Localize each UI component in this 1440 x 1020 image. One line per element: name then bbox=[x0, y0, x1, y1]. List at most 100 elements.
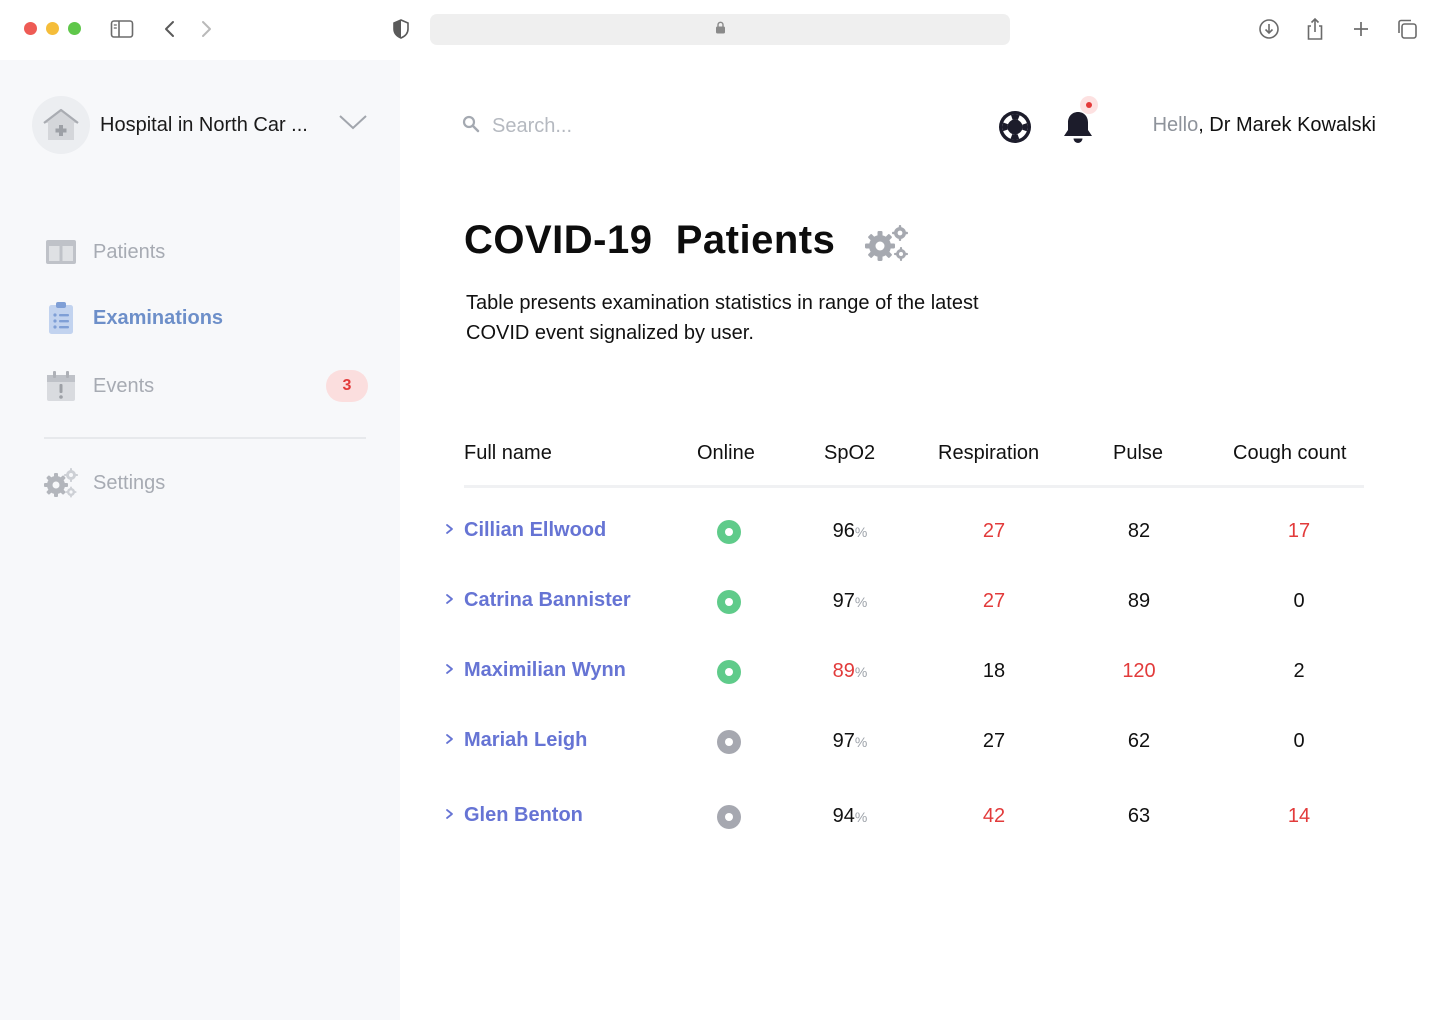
patient-name-link[interactable]: Cillian Ellwood bbox=[464, 519, 607, 541]
patient-name-link[interactable]: Catrina Bannister bbox=[464, 589, 631, 611]
back-icon[interactable] bbox=[157, 16, 183, 42]
column-header-full-name[interactable]: Full name bbox=[464, 442, 552, 464]
user-greeting[interactable]: Hello, Dr Marek Kowalski bbox=[1153, 114, 1376, 137]
percent-unit: % bbox=[854, 809, 868, 825]
new-tab-icon[interactable] bbox=[1348, 16, 1374, 42]
sidebar-divider bbox=[44, 437, 366, 439]
online-status-indicator bbox=[717, 660, 741, 684]
address-bar[interactable] bbox=[430, 14, 1010, 45]
search-bar[interactable] bbox=[462, 112, 762, 140]
sidebar-item-settings[interactable]: Settings bbox=[44, 463, 368, 503]
pulse-value: 62 bbox=[1127, 730, 1151, 752]
user-name: , Dr Marek Kowalski bbox=[1198, 114, 1376, 136]
pulse-value: 82 bbox=[1127, 520, 1151, 542]
respiration-value: 27 bbox=[982, 730, 1006, 752]
patient-name-link[interactable]: Mariah Leigh bbox=[464, 729, 588, 751]
expand-chevron-icon[interactable] bbox=[444, 732, 456, 746]
sidebar: Hospital in North Car ... Patients Exami… bbox=[0, 60, 400, 1020]
percent-unit: % bbox=[854, 734, 868, 750]
pulse-value: 120 bbox=[1122, 660, 1156, 682]
expand-chevron-icon[interactable] bbox=[444, 522, 456, 536]
table-row[interactable]: Mariah Leigh 97% 27 62 0 bbox=[440, 722, 1364, 762]
respiration-value: 42 bbox=[982, 805, 1006, 827]
spo2-value: 89% bbox=[820, 660, 880, 683]
column-header-pulse[interactable]: Pulse bbox=[1113, 442, 1164, 464]
cough-count-value: 2 bbox=[1293, 660, 1305, 682]
notification-dot bbox=[1080, 96, 1098, 114]
cough-count-value: 0 bbox=[1293, 590, 1305, 612]
column-header-cough-count[interactable]: Cough count bbox=[1233, 442, 1347, 464]
download-icon[interactable] bbox=[1256, 16, 1282, 42]
expand-chevron-icon[interactable] bbox=[444, 592, 456, 606]
respiration-value: 18 bbox=[982, 660, 1006, 682]
spo2-value: 94% bbox=[820, 805, 880, 828]
maximize-window-button[interactable] bbox=[68, 22, 81, 35]
hospital-selector[interactable]: Hospital in North Car ... bbox=[32, 96, 372, 154]
respiration-value: 27 bbox=[982, 590, 1006, 612]
sidebar-item-events[interactable]: Events 3 bbox=[44, 366, 368, 406]
table-row[interactable]: Catrina Bannister 97% 27 89 0 bbox=[440, 582, 1364, 622]
patients-table: Full name Online SpO2 Respiration Pulse … bbox=[440, 436, 1364, 829]
sidebar-item-label: Patients bbox=[93, 240, 166, 263]
column-header-respiration[interactable]: Respiration bbox=[938, 442, 1040, 464]
spo2-number: 97 bbox=[832, 590, 855, 612]
events-count-badge: 3 bbox=[326, 370, 368, 402]
browser-toolbar bbox=[0, 0, 1440, 60]
patient-name-link[interactable]: Maximilian Wynn bbox=[464, 659, 626, 681]
spo2-value: 96% bbox=[820, 520, 880, 543]
percent-unit: % bbox=[854, 524, 868, 540]
gears-icon bbox=[44, 466, 78, 500]
cough-count-value: 17 bbox=[1287, 520, 1311, 542]
forward-icon[interactable] bbox=[193, 16, 219, 42]
column-header-online[interactable]: Online bbox=[697, 442, 755, 464]
sidebar-item-label: Events bbox=[93, 374, 155, 397]
lock-icon bbox=[715, 21, 726, 39]
pulse-value: 89 bbox=[1127, 590, 1151, 612]
sidebar-toggle-icon[interactable] bbox=[109, 16, 135, 42]
chevron-down-icon[interactable] bbox=[338, 113, 368, 136]
online-status-indicator bbox=[717, 520, 741, 544]
sidebar-item-examinations[interactable]: Examinations bbox=[44, 298, 368, 338]
header-divider bbox=[464, 485, 1364, 488]
table-row[interactable]: Cillian Ellwood 96% 27 82 17 bbox=[440, 512, 1364, 552]
spo2-value: 97% bbox=[820, 590, 880, 613]
tabs-overview-icon[interactable] bbox=[1394, 16, 1420, 42]
search-icon bbox=[462, 115, 480, 138]
sidebar-item-label: Settings bbox=[93, 471, 166, 494]
spo2-number: 96 bbox=[832, 520, 855, 542]
notifications-button[interactable] bbox=[1058, 96, 1102, 146]
calendar-alert-icon bbox=[44, 369, 78, 403]
sidebar-item-label: Examinations bbox=[93, 306, 224, 329]
pulse-value: 63 bbox=[1127, 805, 1151, 827]
expand-chevron-icon[interactable] bbox=[444, 807, 456, 821]
expand-chevron-icon[interactable] bbox=[444, 662, 456, 676]
clipboard-icon bbox=[44, 301, 78, 335]
share-icon[interactable] bbox=[1302, 16, 1328, 42]
column-header-spo2[interactable]: SpO2 bbox=[824, 442, 876, 464]
table-row[interactable]: Maximilian Wynn 89% 18 120 2 bbox=[440, 652, 1364, 692]
settings-gears-icon[interactable] bbox=[864, 224, 910, 264]
spo2-number: 89 bbox=[832, 660, 855, 682]
greeting-hello: Hello bbox=[1152, 114, 1199, 136]
cough-count-value: 14 bbox=[1287, 805, 1311, 827]
hospital-name: Hospital in North Car ... bbox=[100, 113, 308, 136]
lifebuoy-icon[interactable] bbox=[998, 110, 1032, 144]
close-window-button[interactable] bbox=[24, 22, 37, 35]
shield-icon[interactable] bbox=[388, 16, 414, 42]
patient-name-link[interactable]: Glen Benton bbox=[464, 804, 583, 826]
spo2-value: 97% bbox=[820, 730, 880, 753]
online-status-indicator bbox=[717, 805, 741, 829]
search-input[interactable] bbox=[492, 114, 752, 138]
minimize-window-button[interactable] bbox=[46, 22, 59, 35]
table-header: Full name Online SpO2 Respiration Pulse … bbox=[440, 436, 1364, 488]
spo2-number: 94 bbox=[832, 805, 855, 827]
cough-count-value: 0 bbox=[1293, 730, 1305, 752]
online-status-indicator bbox=[717, 730, 741, 754]
hospital-icon bbox=[32, 96, 90, 154]
columns-icon bbox=[44, 235, 78, 269]
table-row[interactable]: Glen Benton 94% 42 63 14 bbox=[440, 797, 1364, 837]
page-description: Table presents examination statistics in… bbox=[466, 292, 979, 344]
respiration-value: 27 bbox=[982, 520, 1006, 542]
sidebar-item-patients[interactable]: Patients bbox=[44, 232, 368, 272]
online-status-indicator bbox=[717, 590, 741, 614]
